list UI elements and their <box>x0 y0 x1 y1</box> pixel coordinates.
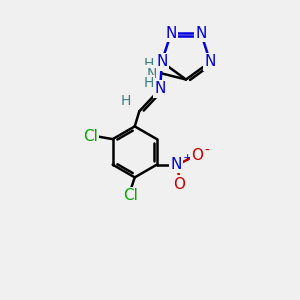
Text: N: N <box>171 157 182 172</box>
Text: H: H <box>143 57 154 71</box>
Text: O: O <box>191 148 203 163</box>
Text: N: N <box>195 26 207 41</box>
Text: N: N <box>205 54 216 69</box>
Text: Cl: Cl <box>123 188 138 203</box>
Text: N: N <box>154 81 166 96</box>
Text: N: N <box>146 67 157 80</box>
Text: N: N <box>165 26 177 41</box>
Text: -: - <box>204 144 209 158</box>
Text: H: H <box>143 76 154 90</box>
Text: H: H <box>121 94 131 108</box>
Text: O: O <box>173 177 185 192</box>
Text: +: + <box>182 153 192 163</box>
Text: N: N <box>156 54 167 69</box>
Text: Cl: Cl <box>83 129 98 144</box>
